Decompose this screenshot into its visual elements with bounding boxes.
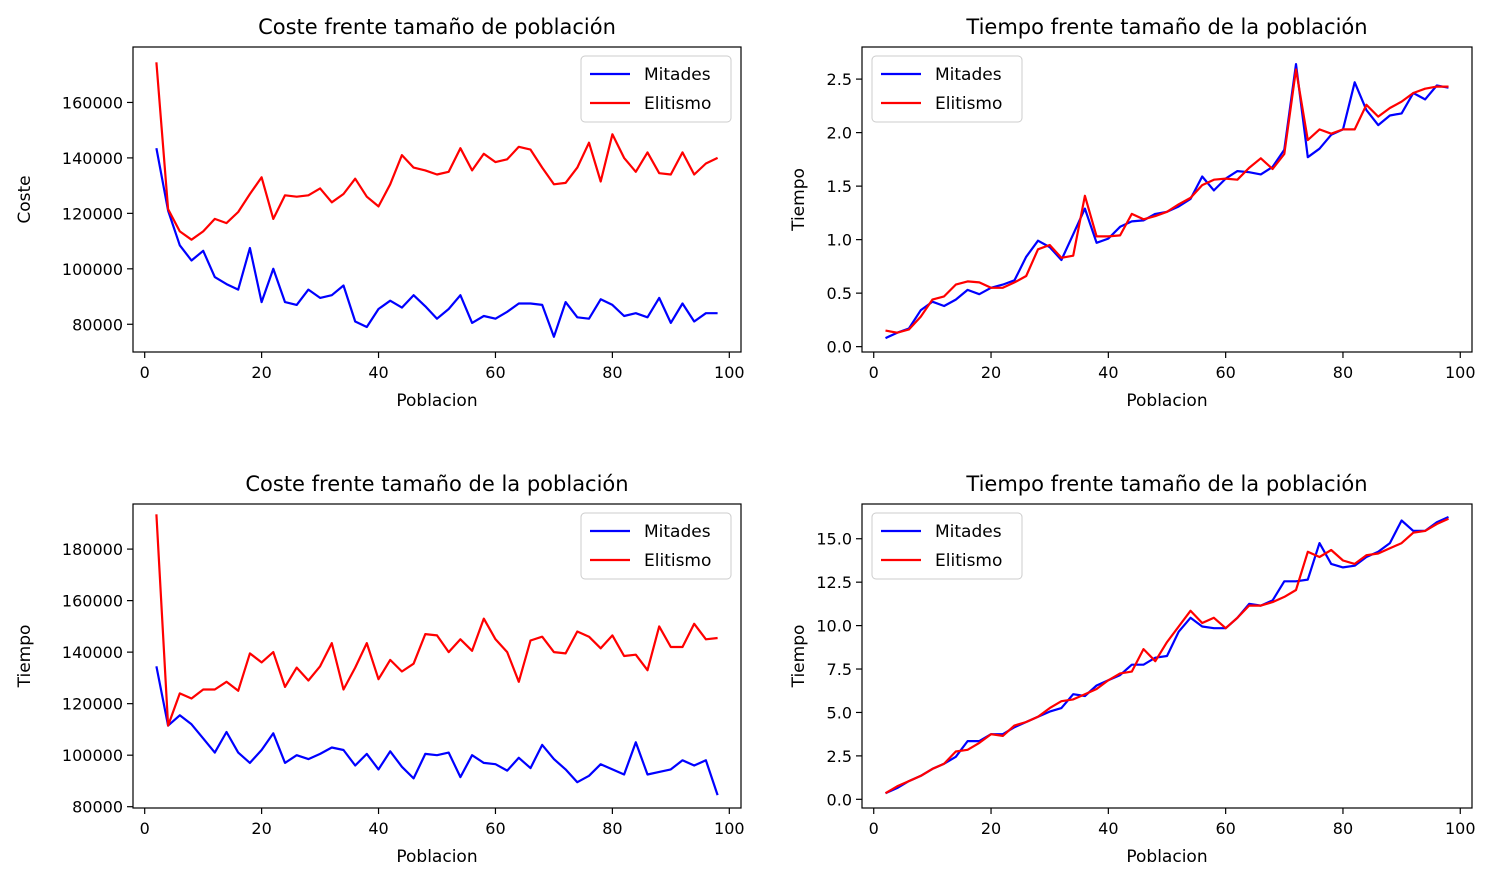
x-tick-label: 20 xyxy=(981,363,1001,382)
y-tick-label: 0.0 xyxy=(827,790,852,809)
chart-1: Coste frente tamaño de población 0 20 40 60 8… xyxy=(15,15,745,411)
x-tick-label: 0 xyxy=(869,819,879,838)
y-tick-label: 160000 xyxy=(62,93,123,112)
chart-3: Coste frente tamaño de la población 0 20 40… xyxy=(15,472,745,867)
y-tick-label: 0.0 xyxy=(827,338,852,357)
x-axis-label: Poblacion xyxy=(1126,391,1207,411)
y-tick-label: 140000 xyxy=(62,643,123,662)
y-tick-label: 80000 xyxy=(72,315,123,334)
x-tick-label: 60 xyxy=(1215,363,1235,382)
y-tick-label: 2.0 xyxy=(827,124,852,143)
x-tick-label: 20 xyxy=(251,819,271,838)
legend-label-mitades: Mitades xyxy=(935,65,1002,85)
chart-4: Tiempo frente tamaño de la población 0 20 4… xyxy=(789,472,1476,867)
x-axis-label: Poblacion xyxy=(396,391,477,411)
series-line-mitades xyxy=(155,147,718,338)
legend-label-elitismo: Elitismo xyxy=(644,551,711,571)
y-tick-label: 160000 xyxy=(62,592,123,611)
x-axis-label: Poblacion xyxy=(1126,847,1207,867)
x-tick-label: 40 xyxy=(1098,363,1118,382)
chart-title: Tiempo frente tamaño de la población xyxy=(965,15,1367,39)
y-axis-label: Tiempo xyxy=(789,168,809,232)
chart-title: Coste frente tamaño de población xyxy=(258,15,616,39)
plot-frame xyxy=(132,503,742,809)
y-tick-label: 10.0 xyxy=(816,617,852,636)
legend-label-elitismo: Elitismo xyxy=(644,94,711,114)
x-tick-label: 80 xyxy=(602,363,622,382)
y-tick-label: 120000 xyxy=(62,204,123,223)
x-tick-label: 100 xyxy=(714,363,745,382)
y-tick-label: 100000 xyxy=(62,260,123,279)
y-tick-label: 12.5 xyxy=(816,573,852,592)
chart-title: Coste frente tamaño de la población xyxy=(245,472,628,496)
x-tick-label: 60 xyxy=(1215,819,1235,838)
series-line-mitades xyxy=(885,515,1449,795)
series-line-elitismo xyxy=(885,68,1449,334)
legend-label-elitismo: Elitismo xyxy=(935,94,1002,114)
y-tick-label: 15.0 xyxy=(816,530,852,549)
x-tick-label: 0 xyxy=(140,819,150,838)
series-line-elitismo xyxy=(155,62,719,241)
legend: Mitades Elitismo xyxy=(871,512,1023,580)
x-tick-label: 20 xyxy=(251,363,271,382)
y-tick-label: 1.5 xyxy=(827,177,852,196)
y-tick-label: 5.0 xyxy=(827,703,852,722)
series-line-mitades xyxy=(155,666,719,796)
plot-frame xyxy=(132,46,742,353)
chart-2: Tiempo frente tamaño de la población 0 20 4… xyxy=(789,15,1476,411)
y-tick-label: 2.5 xyxy=(827,70,852,89)
legend: Mitades Elitismo xyxy=(580,55,732,123)
plot-frame xyxy=(861,503,1473,809)
legend-box xyxy=(580,55,732,123)
legend-label-mitades: Mitades xyxy=(644,522,711,542)
y-tick-label: 80000 xyxy=(72,798,123,817)
y-tick-label: 100000 xyxy=(62,746,123,765)
x-tick-label: 80 xyxy=(1333,363,1353,382)
plot-frame xyxy=(861,46,1473,353)
y-tick-label: 0.5 xyxy=(827,284,852,303)
x-tick-label: 20 xyxy=(981,819,1001,838)
x-tick-label: 40 xyxy=(368,363,388,382)
legend: Mitades Elitismo xyxy=(580,512,732,580)
x-tick-label: 80 xyxy=(1333,819,1353,838)
chart-title: Tiempo frente tamaño de la población xyxy=(965,472,1367,496)
y-tick-label: 120000 xyxy=(62,695,123,714)
y-tick-label: 2.5 xyxy=(827,747,852,766)
legend-label-mitades: Mitades xyxy=(644,65,711,85)
x-tick-label: 60 xyxy=(485,363,505,382)
legend-label-mitades: Mitades xyxy=(935,522,1002,542)
x-tick-label: 100 xyxy=(1445,819,1476,838)
y-axis-label: Tiempo xyxy=(15,625,35,689)
y-tick-label: 7.5 xyxy=(827,660,852,679)
legend-label-elitismo: Elitismo xyxy=(935,551,1002,571)
legend-box xyxy=(580,512,732,580)
legend: Mitades Elitismo xyxy=(871,55,1023,123)
x-tick-label: 80 xyxy=(602,819,622,838)
series-line-elitismo xyxy=(155,514,718,727)
x-tick-label: 40 xyxy=(368,819,388,838)
y-tick-label: 140000 xyxy=(62,149,123,168)
x-axis-label: Poblacion xyxy=(396,847,477,867)
x-tick-label: 0 xyxy=(869,363,879,382)
series-line-elitismo xyxy=(884,517,1449,795)
x-tick-label: 0 xyxy=(140,363,150,382)
x-tick-label: 40 xyxy=(1098,819,1118,838)
legend-box xyxy=(871,55,1023,123)
x-tick-label: 100 xyxy=(714,819,745,838)
y-tick-label: 1.0 xyxy=(827,231,852,250)
x-tick-label: 60 xyxy=(485,819,505,838)
y-tick-label: 180000 xyxy=(62,540,123,559)
y-axis-label: Tiempo xyxy=(789,625,809,689)
x-tick-label: 100 xyxy=(1445,363,1476,382)
legend-box xyxy=(871,512,1023,580)
y-axis-label: Coste xyxy=(15,175,35,223)
